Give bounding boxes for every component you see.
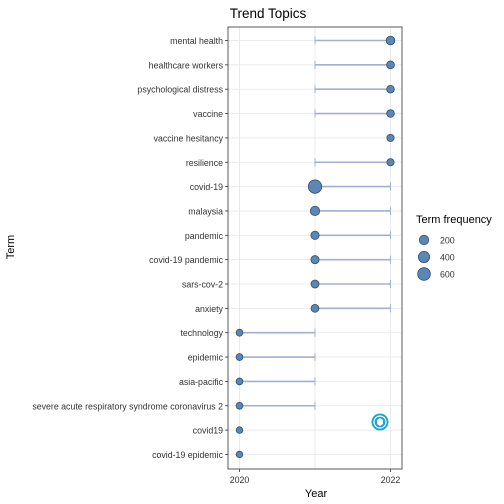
data-points — [235, 35, 396, 459]
legend-key — [417, 250, 431, 264]
y-tick-label: severe acute respiratory syndrome corona… — [32, 401, 223, 411]
y-tick-label: covid-19 — [190, 182, 223, 192]
y-tick-labels: mental health healthcare workers psycholog… — [32, 36, 228, 460]
x-tick-labels: 2020 2022 — [230, 469, 401, 485]
y-tick-label: vaccine hesitancy — [154, 133, 224, 143]
watermark-logo-icon — [371, 413, 389, 431]
data-point — [310, 279, 320, 289]
x-tick-label: 2020 — [230, 475, 250, 485]
legend-label: 600 — [440, 270, 455, 280]
legend-key — [418, 234, 430, 246]
legend-label: 200 — [440, 236, 455, 246]
y-tick-label: psychological distress — [137, 85, 223, 95]
chart-title: Trend Topics — [230, 6, 307, 21]
y-axis-label: Term — [5, 235, 17, 259]
panel-border — [227, 26, 403, 470]
data-point — [235, 353, 244, 361]
y-tick-label: technology — [180, 328, 223, 338]
y-tick-label: anxiety — [195, 304, 223, 314]
y-tick-label: covid19 — [193, 426, 223, 436]
y-tick-label: asia-pacific — [179, 377, 224, 387]
range-segments — [239, 36, 391, 410]
legend-key — [417, 267, 431, 281]
y-tick-label: resilience — [186, 158, 223, 168]
data-point — [235, 426, 244, 434]
data-point — [385, 35, 396, 46]
data-point — [310, 304, 320, 313]
data-point — [235, 377, 244, 386]
legend-label: 400 — [440, 253, 455, 263]
y-tick-label: sars-cov-2 — [182, 280, 223, 290]
y-tick-label: covid-19 epidemic — [152, 450, 224, 460]
y-tick-label: malaysia — [188, 206, 223, 216]
data-point — [386, 60, 395, 70]
data-point — [307, 179, 323, 194]
y-tick-label: vaccine — [193, 109, 223, 119]
data-point — [310, 255, 320, 265]
data-point — [386, 158, 395, 167]
y-tick-label: epidemic — [188, 353, 224, 363]
data-point — [386, 84, 395, 94]
x-axis-label: Year — [305, 488, 328, 500]
data-point — [235, 450, 244, 459]
data-point — [386, 109, 395, 118]
y-tick-label: healthcare workers — [149, 60, 224, 70]
data-point — [235, 401, 244, 410]
legend-title: Term frequency — [416, 214, 492, 226]
x-tick-label: 2022 — [381, 475, 401, 485]
y-tick-label: covid-19 pandemic — [149, 255, 223, 265]
legend: Term frequency 200 400 600 — [416, 214, 492, 281]
data-point — [235, 328, 244, 337]
data-point — [309, 205, 321, 217]
data-point — [310, 230, 320, 240]
y-tick-label: pandemic — [185, 231, 224, 241]
y-tick-label: mental health — [170, 36, 223, 46]
data-point — [386, 133, 395, 142]
